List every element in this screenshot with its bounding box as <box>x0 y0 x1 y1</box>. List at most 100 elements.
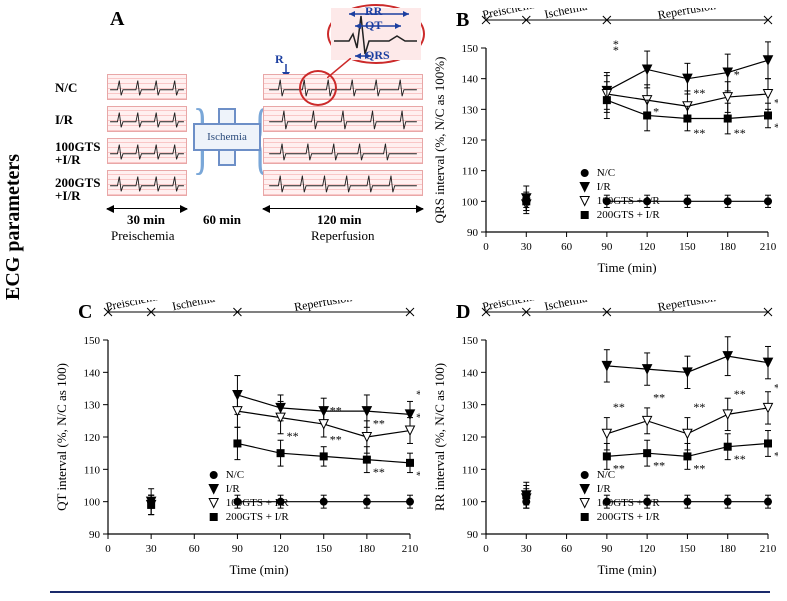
svg-text:**: ** <box>330 403 342 417</box>
svg-text:**: ** <box>774 381 778 395</box>
svg-text:**: ** <box>693 126 705 140</box>
svg-text:**: ** <box>287 429 299 443</box>
svg-text:110: 110 <box>462 464 479 476</box>
svg-text:30: 30 <box>521 543 533 555</box>
svg-text:I/R: I/R <box>597 181 612 193</box>
svg-text:210: 210 <box>760 241 777 253</box>
svg-text:90: 90 <box>89 529 101 541</box>
svg-text:B: B <box>456 9 469 31</box>
svg-text:N/C: N/C <box>597 167 615 179</box>
panel-b: B901001101201301401500306090120150180210… <box>428 8 778 278</box>
svg-text:Time (min): Time (min) <box>229 562 288 577</box>
svg-text:Time (min): Time (min) <box>597 260 656 275</box>
ischemia-box: Ischemia <box>193 123 261 151</box>
svg-text:N/C: N/C <box>226 469 244 481</box>
svg-text:100: 100 <box>462 497 479 509</box>
svg-text:200GTS + I/R: 200GTS + I/R <box>597 511 661 523</box>
svg-text:*: * <box>734 68 740 82</box>
svg-text:90: 90 <box>232 543 244 555</box>
svg-text:60: 60 <box>561 543 573 555</box>
svg-text:110: 110 <box>462 166 479 178</box>
isch-caption: 60 min <box>203 212 241 228</box>
svg-text:Ischemia: Ischemia <box>543 8 589 21</box>
svg-text:**: ** <box>693 462 705 476</box>
svg-text:100GTS + I/R: 100GTS + I/R <box>597 195 661 207</box>
svg-text:140: 140 <box>462 367 479 379</box>
svg-text:200GTS + I/R: 200GTS + I/R <box>226 511 290 523</box>
svg-text:QRS interval (%, N/C as 100%): QRS interval (%, N/C as 100%) <box>432 57 447 224</box>
ecg-strip <box>263 106 423 132</box>
svg-text:Ischemia: Ischemia <box>171 300 217 313</box>
svg-text:210: 210 <box>402 543 419 555</box>
svg-text:30: 30 <box>521 241 533 253</box>
svg-text:N/C: N/C <box>597 469 615 481</box>
row-label-100: 100GTS +I/R <box>55 140 101 166</box>
svg-text:30: 30 <box>146 543 158 555</box>
svg-text:60: 60 <box>561 241 573 253</box>
svg-text:150: 150 <box>462 43 479 55</box>
svg-text:150: 150 <box>679 241 696 253</box>
svg-text:*: * <box>416 410 420 424</box>
panel-c: C901001101201301401500306090120150180210… <box>50 300 420 580</box>
svg-text:**: ** <box>693 86 705 100</box>
svg-text:90: 90 <box>467 529 479 541</box>
svg-text:*: * <box>613 43 619 57</box>
svg-text:0: 0 <box>483 543 489 555</box>
svg-text:**: ** <box>734 387 746 401</box>
reperf-top: 120 min <box>317 212 361 228</box>
svg-text:130: 130 <box>462 400 479 412</box>
svg-text:I/R: I/R <box>597 483 612 495</box>
ecg-strip <box>107 74 187 100</box>
svg-text:200GTS + I/R: 200GTS + I/R <box>597 209 661 221</box>
svg-text:I/R: I/R <box>226 483 241 495</box>
svg-text:180: 180 <box>359 543 376 555</box>
row-label-200: 200GTS +I/R <box>55 176 101 202</box>
svg-text:**: ** <box>330 432 342 446</box>
svg-text:QT interval (%, N/C as 100): QT interval (%, N/C as 100) <box>54 363 69 511</box>
preisch-arrow <box>107 208 187 209</box>
svg-text:110: 110 <box>84 464 101 476</box>
svg-text:*: * <box>653 104 659 118</box>
inset-label-qrs: QRS <box>365 48 390 63</box>
svg-text:140: 140 <box>462 74 479 86</box>
ecg-strip <box>107 106 187 132</box>
panel-d: D901001101201301401500306090120150180210… <box>428 300 778 580</box>
svg-text:**: ** <box>774 95 778 109</box>
svg-text:**: ** <box>613 400 625 414</box>
row-label-ir: I/R <box>55 112 73 128</box>
ecg-strip <box>263 170 423 196</box>
svg-text:RR interval (%, N/C as 100): RR interval (%, N/C as 100) <box>432 363 447 511</box>
svg-text:**: ** <box>373 465 385 479</box>
svg-text:120: 120 <box>462 135 479 147</box>
svg-text:120: 120 <box>639 543 656 555</box>
svg-text:120: 120 <box>272 543 289 555</box>
svg-text:**: ** <box>416 468 420 482</box>
svg-text:150: 150 <box>315 543 332 555</box>
inset-label-qt: QT <box>365 18 382 33</box>
svg-text:90: 90 <box>601 241 613 253</box>
svg-text:90: 90 <box>601 543 613 555</box>
reperf-arrow <box>263 208 423 209</box>
panel-a-label: A <box>110 8 124 31</box>
svg-text:150: 150 <box>84 335 101 347</box>
preisch-bottom: Preischemia <box>111 228 175 244</box>
svg-text:C: C <box>78 301 92 323</box>
ecg-strip <box>107 138 187 164</box>
svg-text:100: 100 <box>84 497 101 509</box>
svg-text:150: 150 <box>679 543 696 555</box>
svg-text:120: 120 <box>462 432 479 444</box>
svg-text:**: ** <box>774 449 778 463</box>
svg-text:130: 130 <box>84 400 101 412</box>
svg-text:**: ** <box>373 416 385 430</box>
svg-text:Time (min): Time (min) <box>597 562 656 577</box>
svg-text:0: 0 <box>483 241 489 253</box>
svg-text:**: ** <box>653 458 665 472</box>
svg-text:90: 90 <box>467 227 479 239</box>
svg-text:120: 120 <box>84 432 101 444</box>
svg-text:100GTS + I/R: 100GTS + I/R <box>597 497 661 509</box>
svg-text:**: ** <box>734 126 746 140</box>
reperf-bottom: Reperfusion <box>311 228 375 244</box>
svg-text:120: 120 <box>639 241 656 253</box>
svg-text:**: ** <box>734 452 746 466</box>
svg-text:60: 60 <box>189 543 201 555</box>
